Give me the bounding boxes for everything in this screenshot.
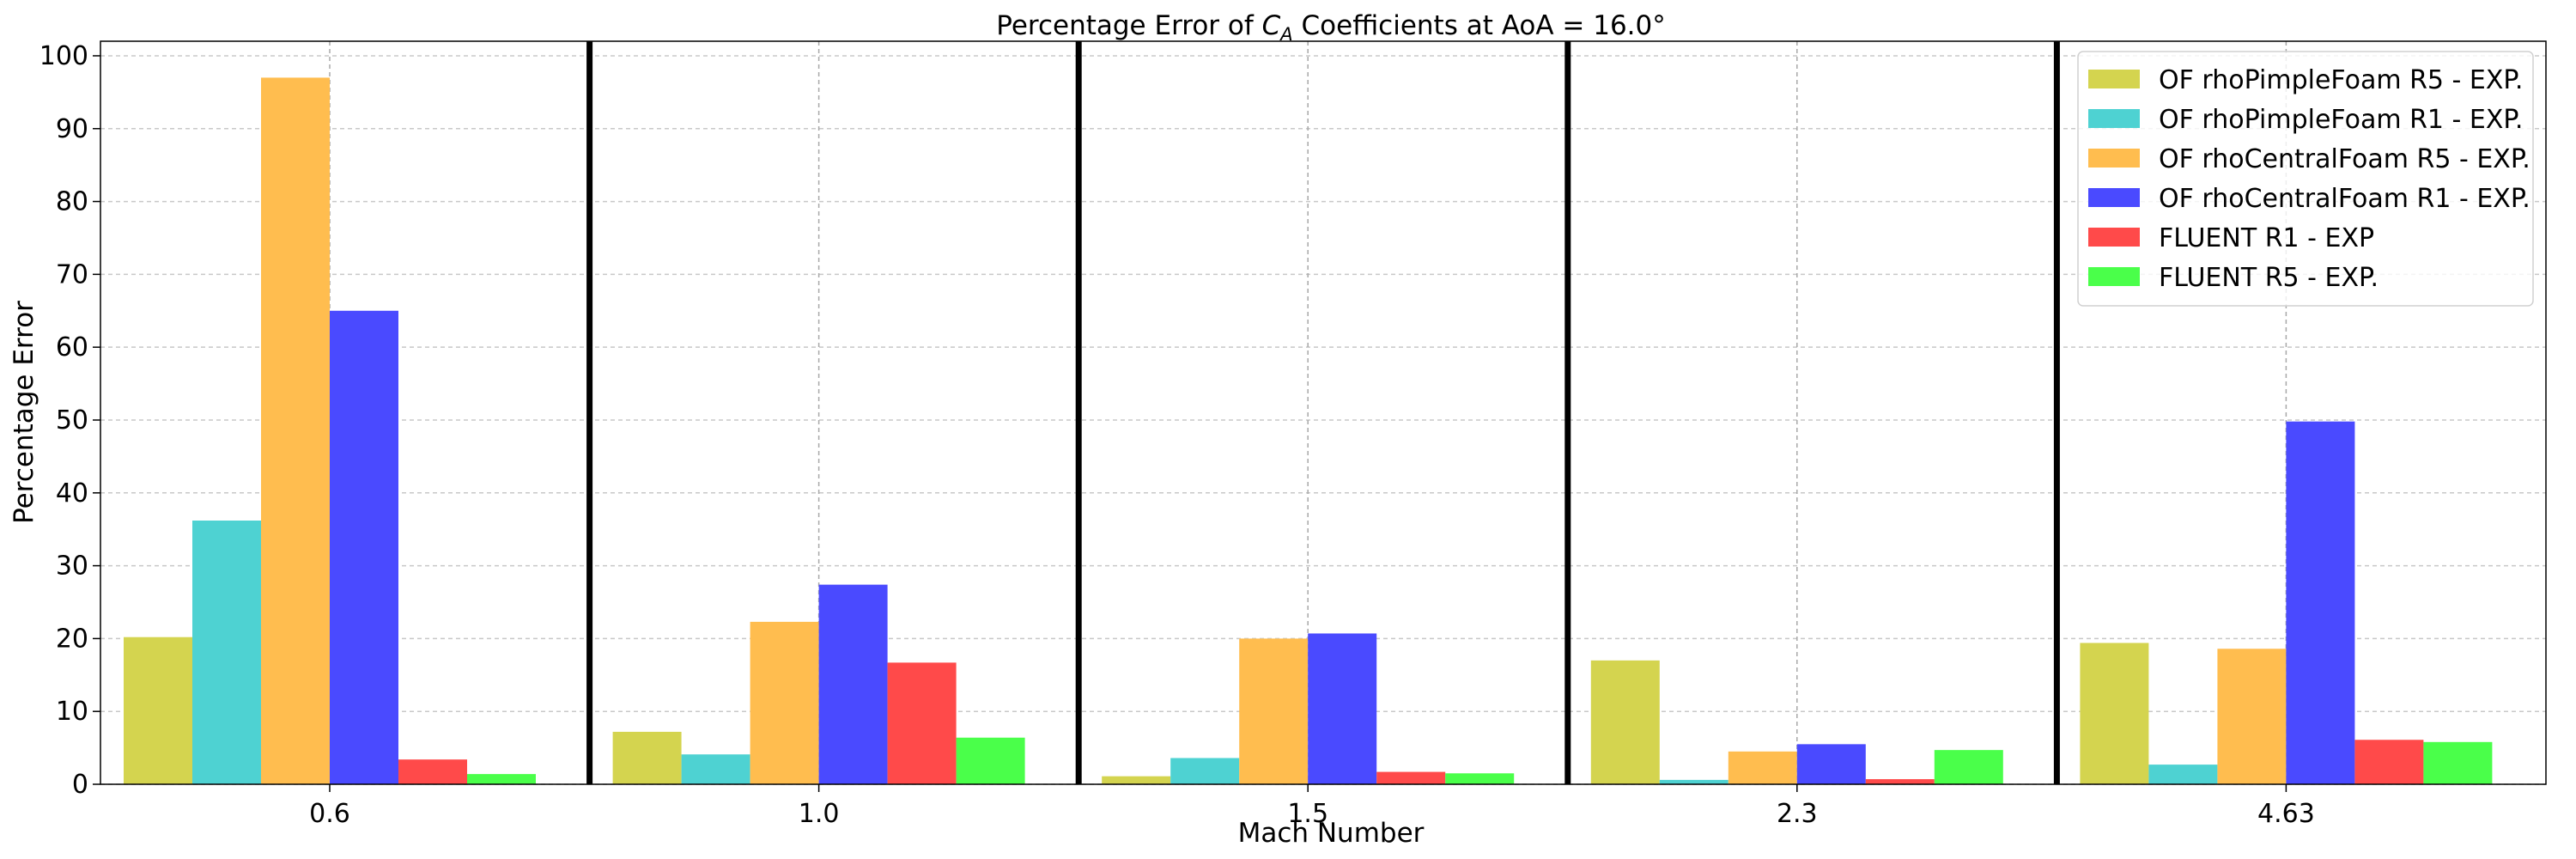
- y-tick-label: 0: [72, 770, 88, 800]
- bar: [1934, 750, 2003, 784]
- legend-swatch: [2088, 149, 2140, 168]
- bar: [1590, 660, 1660, 784]
- bar: [956, 737, 1025, 784]
- legend: OF rhoPimpleFoam R5 - EXP. OF rhoPimpleFo…: [2077, 51, 2534, 307]
- plot-frame: [100, 40, 2547, 785]
- bar: [818, 584, 888, 784]
- y-tick-label: 50: [56, 405, 88, 436]
- bar: [2080, 643, 2149, 784]
- y-axis-label: Percentage Error: [9, 301, 39, 524]
- bar: [1659, 779, 1728, 784]
- bar: [2354, 740, 2424, 784]
- legend-frame: [2077, 51, 2534, 307]
- bar: [1102, 776, 1171, 784]
- bar: [887, 662, 957, 784]
- y-tick-label: 100: [39, 41, 88, 71]
- x-axis-ticks: 0.6 1.0 1.5 2.3 4.63: [309, 784, 2315, 829]
- y-tick-label: 70: [56, 259, 88, 289]
- bar: [192, 521, 261, 784]
- bar: [681, 754, 750, 784]
- y-tick-label: 40: [56, 478, 88, 509]
- x-axis-label: Mach Number: [1238, 818, 1425, 849]
- bar: [467, 774, 536, 784]
- group-separators: [586, 41, 2060, 784]
- bar: [2286, 421, 2355, 784]
- legend-label: OF rhoPimpleFoam R1 - EXP.: [2159, 105, 2523, 135]
- x-tick-label: 0.6: [309, 799, 350, 829]
- legend-swatch: [2088, 109, 2140, 128]
- bar: [2148, 765, 2218, 784]
- bar: [1796, 744, 1866, 784]
- legend-label: FLUENT R5 - EXP.: [2159, 263, 2379, 293]
- bar: [2217, 649, 2287, 784]
- y-tick-label: 80: [56, 187, 88, 217]
- legend-swatch: [2088, 70, 2140, 88]
- bar: [330, 310, 398, 784]
- legend-swatch: [2088, 188, 2140, 207]
- x-tick-label: 1.5: [1287, 799, 1328, 829]
- legend-label: OF rhoCentralFoam R1 - EXP.: [2159, 184, 2530, 214]
- bars: [124, 77, 2493, 784]
- x-tick-label: 1.0: [799, 799, 840, 829]
- bar: [1728, 751, 1797, 784]
- y-tick-label: 10: [56, 697, 88, 727]
- legend-swatch: [2088, 267, 2140, 286]
- bar: [1445, 773, 1515, 784]
- y-axis-ticks: 0 10 20 30 40 50 60 70 80 90 100: [39, 41, 100, 800]
- x-tick-label: 4.63: [2257, 799, 2315, 829]
- y-tick-label: 60: [56, 332, 88, 362]
- y-tick-label: 90: [56, 114, 88, 144]
- bar: [1376, 771, 1446, 784]
- x-tick-label: 2.3: [1777, 799, 1818, 829]
- legend-label: OF rhoPimpleFoam R5 - EXP.: [2159, 65, 2523, 95]
- legend-label: FLUENT R1 - EXP: [2159, 223, 2374, 253]
- bar: [398, 759, 467, 784]
- bar: [124, 637, 192, 784]
- legend-swatch: [2088, 228, 2140, 247]
- bar: [1239, 638, 1309, 784]
- bar: [261, 77, 330, 784]
- bar: [612, 731, 682, 784]
- bar: [1308, 633, 1377, 784]
- y-tick-label: 30: [56, 551, 88, 582]
- chart-title: Percentage Error of CA Coefficients at A…: [996, 10, 1666, 45]
- bar: [1865, 779, 1935, 784]
- y-tick-label: 20: [56, 624, 88, 654]
- bar: [750, 621, 819, 784]
- bar: [2423, 741, 2493, 784]
- legend-label: OF rhoCentralFoam R5 - EXP.: [2159, 144, 2530, 174]
- bar: [1170, 758, 1240, 784]
